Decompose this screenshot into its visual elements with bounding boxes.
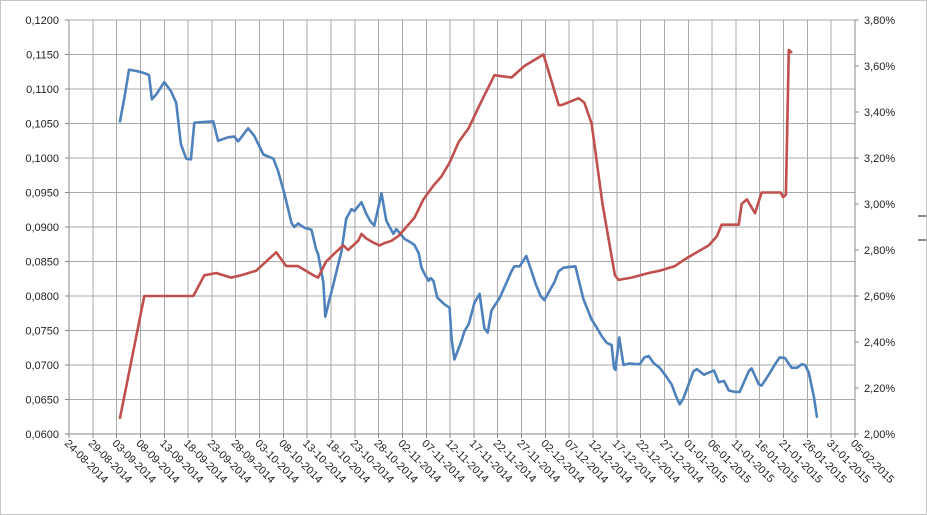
left-axis-tick-label: 0,0850: [25, 257, 59, 269]
right-axis-tick-label: 3,60%: [864, 61, 895, 73]
right-axis-tick-label: 3,20%: [864, 153, 895, 165]
left-axis-tick-label: 0,1200: [25, 15, 59, 27]
right-axis-tick-label: 3,00%: [864, 199, 895, 211]
left-axis-tick-label: 0,0600: [25, 429, 59, 441]
left-axis-tick-label: 0,0700: [25, 360, 59, 372]
left-axis-tick-label: 0,1150: [26, 50, 59, 62]
left-axis-labels: 0,1200 0,1150 0,1100 0,1050 0,1000 0,0950 0,09…: [25, 15, 59, 441]
left-axis-tick-label: 0,1050: [25, 119, 59, 131]
axes: [65, 19, 859, 438]
left-axis-tick-label: 0,1000: [25, 153, 59, 165]
series-lines: [118, 48, 819, 420]
right-axis-tick-label: 2,20%: [864, 383, 895, 395]
left-axis-tick-label: 0,0750: [25, 326, 59, 338]
left-axis-tick-label: 0,1100: [26, 84, 59, 96]
right-axis-tick-label: 3,40%: [864, 107, 895, 119]
right-axis-tick-label: 2,00%: [864, 429, 895, 441]
right-axis-labels: 3,80% 3,60% 3,40% 3,20% 3,00% 2,80% 2,60% 2,40%…: [864, 15, 895, 441]
left-axis-tick-label: 0,0900: [25, 222, 59, 234]
right-axis-tick-label: 2,40%: [864, 337, 895, 349]
right-axis-tick-label: 2,80%: [864, 245, 895, 257]
right-axis-tick-label: 2,60%: [864, 291, 895, 303]
right-axis-tick-label: 3,80%: [864, 15, 895, 27]
red-series-line: [118, 48, 793, 420]
gridlines: [68, 19, 856, 435]
left-axis-tick-label: 0,0950: [25, 188, 59, 200]
left-axis-tick-label: 0,0800: [25, 291, 59, 303]
resize-handle-dash[interactable]: [918, 215, 926, 217]
left-axis-tick-label: 0,0650: [25, 395, 59, 407]
resize-handle-dash[interactable]: [918, 239, 926, 241]
blue-series-line: [118, 68, 819, 419]
x-axis-labels: 24-08-201429-08-201403-09-201408-09-2014…: [62, 438, 896, 486]
